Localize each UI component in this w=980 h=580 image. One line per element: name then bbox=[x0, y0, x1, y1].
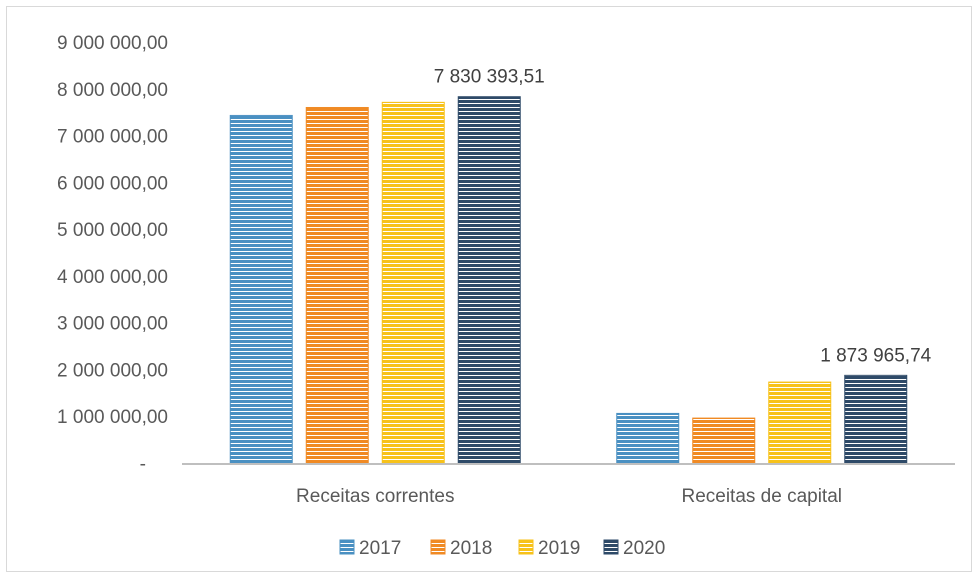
data-label: 1 873 965,74 bbox=[820, 345, 931, 366]
legend-swatch bbox=[518, 539, 534, 555]
y-tick-label: - bbox=[140, 454, 146, 475]
data-label: 7 830 393,51 bbox=[434, 67, 545, 88]
bar-2019-receitas-correntes bbox=[381, 101, 445, 464]
data-labels: 7 830 393,51 1 873 965,74 bbox=[434, 67, 932, 367]
bar-2017-receitas-correntes bbox=[229, 114, 293, 464]
bar-2020-receitas-de-capital bbox=[844, 374, 908, 464]
legend-label: 2019 bbox=[538, 538, 580, 559]
legend-swatch bbox=[430, 539, 446, 555]
y-tick-label: 6 000 000,00 bbox=[57, 173, 168, 194]
y-tick-label: 7 000 000,00 bbox=[57, 127, 168, 148]
legend: 2017 2018 2019 2020 bbox=[339, 538, 665, 559]
legend-label: 2020 bbox=[623, 538, 665, 559]
legend-item-2019: 2019 bbox=[518, 538, 580, 559]
bar-2017-receitas-de-capital bbox=[616, 412, 680, 464]
bar-2018-receitas-de-capital bbox=[692, 417, 756, 464]
legend-swatch bbox=[603, 539, 619, 555]
x-category-label: Receitas de capital bbox=[681, 486, 842, 507]
y-tick-label: 4 000 000,00 bbox=[57, 267, 168, 288]
legend-item-2018: 2018 bbox=[430, 538, 492, 559]
bars bbox=[229, 96, 908, 464]
bar-2020-receitas-correntes bbox=[457, 96, 521, 464]
legend-item-2017: 2017 bbox=[339, 538, 401, 559]
y-axis: - 1 000 000,00 2 000 000,00 3 000 000,00 4 0… bbox=[57, 33, 168, 475]
y-tick-label: 1 000 000,00 bbox=[57, 407, 168, 428]
y-tick-label: 9 000 000,00 bbox=[57, 33, 168, 54]
legend-label: 2017 bbox=[359, 538, 401, 559]
y-tick-label: 8 000 000,00 bbox=[57, 80, 168, 101]
bar-2019-receitas-de-capital bbox=[768, 381, 832, 464]
x-category-label: Receitas correntes bbox=[296, 486, 454, 507]
y-tick-label: 5 000 000,00 bbox=[57, 220, 168, 241]
x-axis-labels: Receitas correntes Receitas de capital bbox=[296, 486, 842, 507]
legend-item-2020: 2020 bbox=[603, 538, 665, 559]
legend-label: 2018 bbox=[450, 538, 492, 559]
bar-2018-receitas-correntes bbox=[305, 106, 369, 464]
legend-swatch bbox=[339, 539, 355, 555]
y-tick-label: 2 000 000,00 bbox=[57, 360, 168, 381]
y-tick-label: 3 000 000,00 bbox=[57, 314, 168, 335]
